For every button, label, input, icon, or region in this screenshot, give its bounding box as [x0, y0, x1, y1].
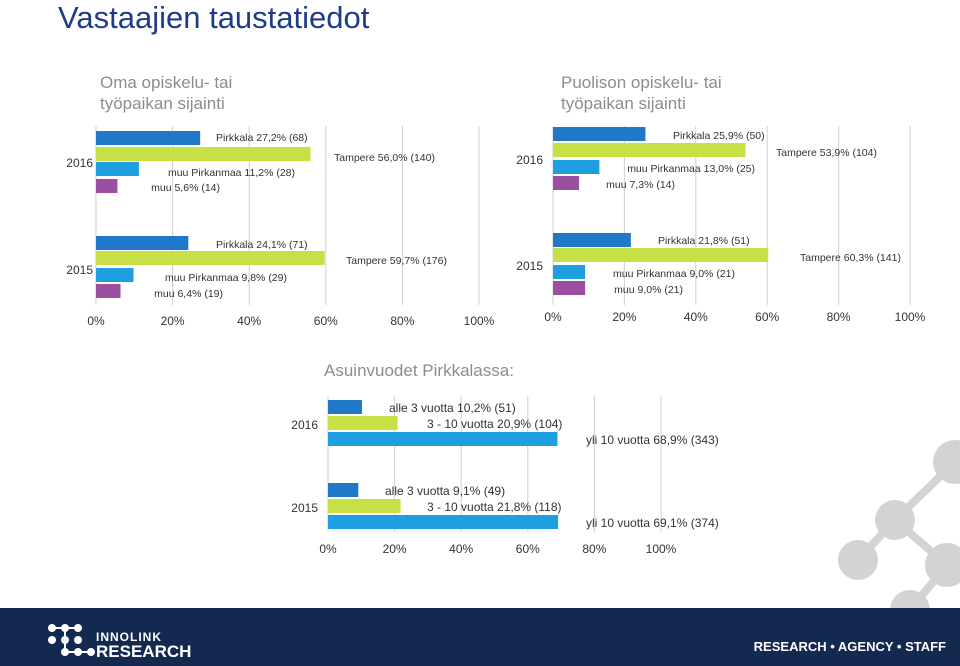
chart3-title: Asuinvuodet Pirkkalassa: — [324, 361, 514, 380]
chart1-bar — [96, 284, 121, 298]
innolink-logo-icon — [48, 624, 95, 656]
chart1-tick-label: 60% — [314, 314, 338, 328]
tagline: RESEARCH • AGENCY • STAFF — [753, 639, 946, 654]
chart2-tick-label: 40% — [684, 310, 708, 324]
chart3-data-label: alle 3 vuotta 9,1% (49) — [385, 484, 505, 498]
chart2-data-label: muu Pirkanmaa 9,0% (21) — [613, 268, 735, 280]
chart2-tick-label: 60% — [755, 310, 779, 324]
chart2-title-line2: työpaikan sijainti — [561, 94, 686, 113]
chart3-bar — [328, 515, 559, 529]
chart3-data-label: 3 - 10 vuotta 20,9% (104) — [427, 417, 562, 431]
chart1-data-label: muu 5,6% (14) — [151, 182, 220, 194]
chart1-title-line2: työpaikan sijainti — [100, 94, 225, 113]
chart1-bar — [96, 179, 118, 193]
chart2-title: Puolison opiskelu- tai työpaikan sijaint… — [561, 72, 801, 114]
footer-bar: INNOLINK RESEARCH RESEARCH • AGENCY • ST… — [0, 608, 960, 666]
chart2-data-label: Tampere 60,3% (141) — [800, 252, 901, 264]
chart1-bar — [96, 162, 139, 176]
chart2-category-label: 2015 — [516, 259, 543, 273]
chart3-tick-label: 80% — [582, 542, 606, 556]
page-title: Vastaajien taustatiedot — [58, 0, 370, 35]
chart3-data-label: alle 3 vuotta 10,2% (51) — [389, 401, 516, 415]
chart1-tick-label: 20% — [161, 314, 185, 328]
chart2-bar — [553, 176, 580, 190]
chart2-category-label: 2016 — [516, 153, 543, 167]
chart3-data-label: 3 - 10 vuotta 21,8% (118) — [427, 500, 562, 514]
chart2-data-label: muu 9,0% (21) — [614, 284, 683, 296]
chart1-data-label: Tampere 56,0% (140) — [334, 152, 435, 164]
chart2-data-label: Pirkkala 25,9% (50) — [673, 130, 765, 142]
chart3-tick-label: 60% — [516, 542, 540, 556]
chart2-bar — [553, 160, 600, 174]
brand-line2: RESEARCH — [96, 642, 192, 661]
deco-node — [933, 440, 960, 484]
chart2-data-label: Tampere 53,9% (104) — [776, 147, 877, 159]
brand-line1: INNOLINK — [96, 630, 162, 644]
chart3-tick-label: 0% — [319, 542, 337, 556]
chart2-bar — [553, 143, 746, 157]
chart1-tick-label: 40% — [237, 314, 261, 328]
chart3-bar — [328, 416, 398, 430]
chart3-category-label: 2016 — [291, 418, 318, 432]
chart2-bar — [553, 281, 586, 295]
chart3-tick-label: 40% — [449, 542, 473, 556]
chart1-data-label: Tampere 59,7% (176) — [346, 255, 447, 267]
chart1-data-label: Pirkkala 27,2% (68) — [216, 132, 308, 144]
chart3-bar — [328, 483, 359, 497]
chart3-tick-label: 100% — [646, 542, 677, 556]
chart2-tick-label: 100% — [895, 310, 926, 324]
chart1-bar — [96, 147, 311, 161]
chart2-title-line1: Puolison opiskelu- tai — [561, 73, 722, 92]
chart1-category-label: 2016 — [66, 156, 93, 170]
chart3-bar — [328, 400, 362, 414]
chart2-data-label: Pirkkala 21,8% (51) — [658, 235, 750, 247]
chart2-tick-label: 0% — [544, 310, 562, 324]
chart1-bar — [96, 268, 134, 282]
chart1-title: Oma opiskelu- tai työpaikan sijainti — [100, 72, 340, 114]
chart1-bar — [96, 236, 189, 250]
chart3-data-label: yli 10 vuotta 69,1% (374) — [586, 516, 719, 530]
chart3-bar — [328, 432, 558, 446]
chart1-data-label: muu Pirkanmaa 11,2% (28) — [168, 167, 295, 179]
chart2-bar — [553, 265, 586, 279]
chart3-bar — [328, 499, 401, 513]
chart1-tick-label: 80% — [390, 314, 414, 328]
deco-node — [925, 543, 960, 587]
chart1-tick-label: 100% — [464, 314, 495, 328]
chart2-data-label: muu Pirkanmaa 13,0% (25) — [627, 163, 755, 175]
chart2-data-label: muu 7,3% (14) — [606, 179, 675, 191]
chart2-tick-label: 80% — [827, 310, 851, 324]
chart1-data-label: muu 6,4% (19) — [154, 288, 223, 300]
chart1-data-label: muu Pirkanmaa 9,8% (29) — [165, 272, 287, 284]
chart1-title-line1: Oma opiskelu- tai — [100, 73, 233, 92]
chart2-bar — [553, 233, 631, 247]
chart3-data-label: yli 10 vuotta 68,9% (343) — [586, 433, 719, 447]
chart2-tick-label: 20% — [612, 310, 636, 324]
chart1-data-label: Pirkkala 24,1% (71) — [216, 239, 308, 251]
chart3-tick-label: 20% — [383, 542, 407, 556]
chart2-bar — [553, 127, 646, 141]
chart3-category-label: 2015 — [291, 501, 318, 515]
chart1-bar — [96, 251, 325, 265]
chart1-tick-label: 0% — [87, 314, 105, 328]
deco-node — [875, 500, 915, 540]
chart1-bar — [96, 131, 201, 145]
chart2-bar — [553, 248, 769, 262]
chart1-category-label: 2015 — [66, 263, 93, 277]
deco-node — [838, 540, 878, 580]
